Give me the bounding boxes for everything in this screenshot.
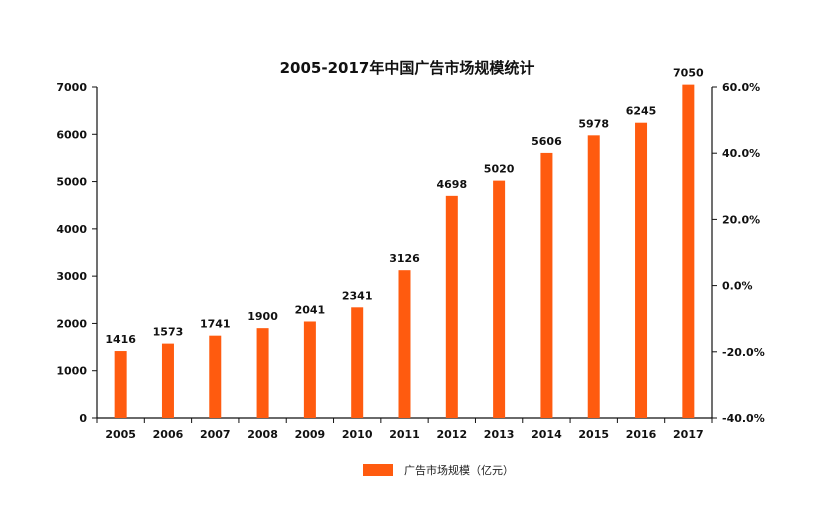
x-tick-label: 2011 — [389, 428, 420, 441]
y-tick-label: 4000 — [56, 223, 87, 236]
y2-tick-label: 60.0% — [722, 81, 760, 94]
data-label: 1416 — [105, 333, 136, 346]
bar — [682, 84, 695, 418]
data-label: 1573 — [153, 326, 184, 339]
x-tick-label: 2017 — [673, 428, 704, 441]
data-label: 7050 — [673, 67, 704, 80]
y-tick-label: 6000 — [56, 128, 87, 141]
x-tick-label: 2015 — [578, 428, 609, 441]
bar — [351, 307, 364, 418]
chart-title: 2005-2017年中国广告市场规模统计 — [280, 59, 535, 77]
y2-tick-label: -40.0% — [722, 412, 765, 425]
data-label: 5020 — [484, 163, 515, 176]
data-label: 2341 — [342, 289, 373, 302]
data-label: 6245 — [626, 105, 657, 118]
y-tick-label: 5000 — [56, 176, 87, 189]
x-tick-label: 2016 — [626, 428, 657, 441]
data-label: 5978 — [578, 117, 609, 130]
bar — [493, 180, 506, 418]
y2-tick-label: 20.0% — [722, 213, 760, 226]
x-tick-label: 2008 — [247, 428, 278, 441]
bar — [445, 195, 458, 418]
x-tick-label: 2010 — [342, 428, 373, 441]
legend-swatch — [363, 464, 393, 476]
x-tick-label: 2005 — [105, 428, 136, 441]
data-label: 1741 — [200, 318, 231, 331]
x-tick-label: 2007 — [200, 428, 231, 441]
bar — [161, 343, 174, 418]
data-label: 3126 — [389, 252, 420, 265]
legend-label: 广告市场规模（亿元） — [404, 463, 514, 477]
x-tick-label: 2014 — [531, 428, 562, 441]
bar — [114, 351, 127, 418]
x-tick-label: 2006 — [153, 428, 184, 441]
bar — [398, 270, 411, 418]
x-tick-label: 2013 — [484, 428, 515, 441]
y-tick-label: 3000 — [56, 270, 87, 283]
bar — [635, 122, 648, 418]
bar — [540, 152, 553, 418]
y-tick-label: 7000 — [56, 81, 87, 94]
data-label: 2041 — [295, 303, 326, 316]
bar — [209, 335, 222, 418]
data-label: 5606 — [531, 135, 562, 148]
data-label: 4698 — [436, 178, 467, 191]
x-tick-label: 2012 — [436, 428, 467, 441]
data-label: 1900 — [247, 310, 278, 323]
y2-tick-label: 40.0% — [722, 147, 760, 160]
y-tick-label: 2000 — [56, 317, 87, 330]
y2-tick-label: -20.0% — [722, 346, 765, 359]
bar — [587, 135, 600, 419]
axes: 0 1000 2000 3000 4000 5000 6000 7000 -40.0% -20.0… — [56, 81, 764, 441]
y-tick-label: 0 — [79, 412, 87, 425]
x-tick-label: 2009 — [295, 428, 326, 441]
y-tick-label: 1000 — [56, 365, 87, 378]
bars: 1416 1573 1741 1900 2041 2341 3126 4698 5020 5606… — [105, 67, 704, 419]
bar — [256, 328, 269, 418]
bar — [303, 321, 316, 418]
y2-tick-label: 0.0% — [722, 280, 753, 293]
legend: 广告市场规模（亿元） — [363, 463, 514, 477]
